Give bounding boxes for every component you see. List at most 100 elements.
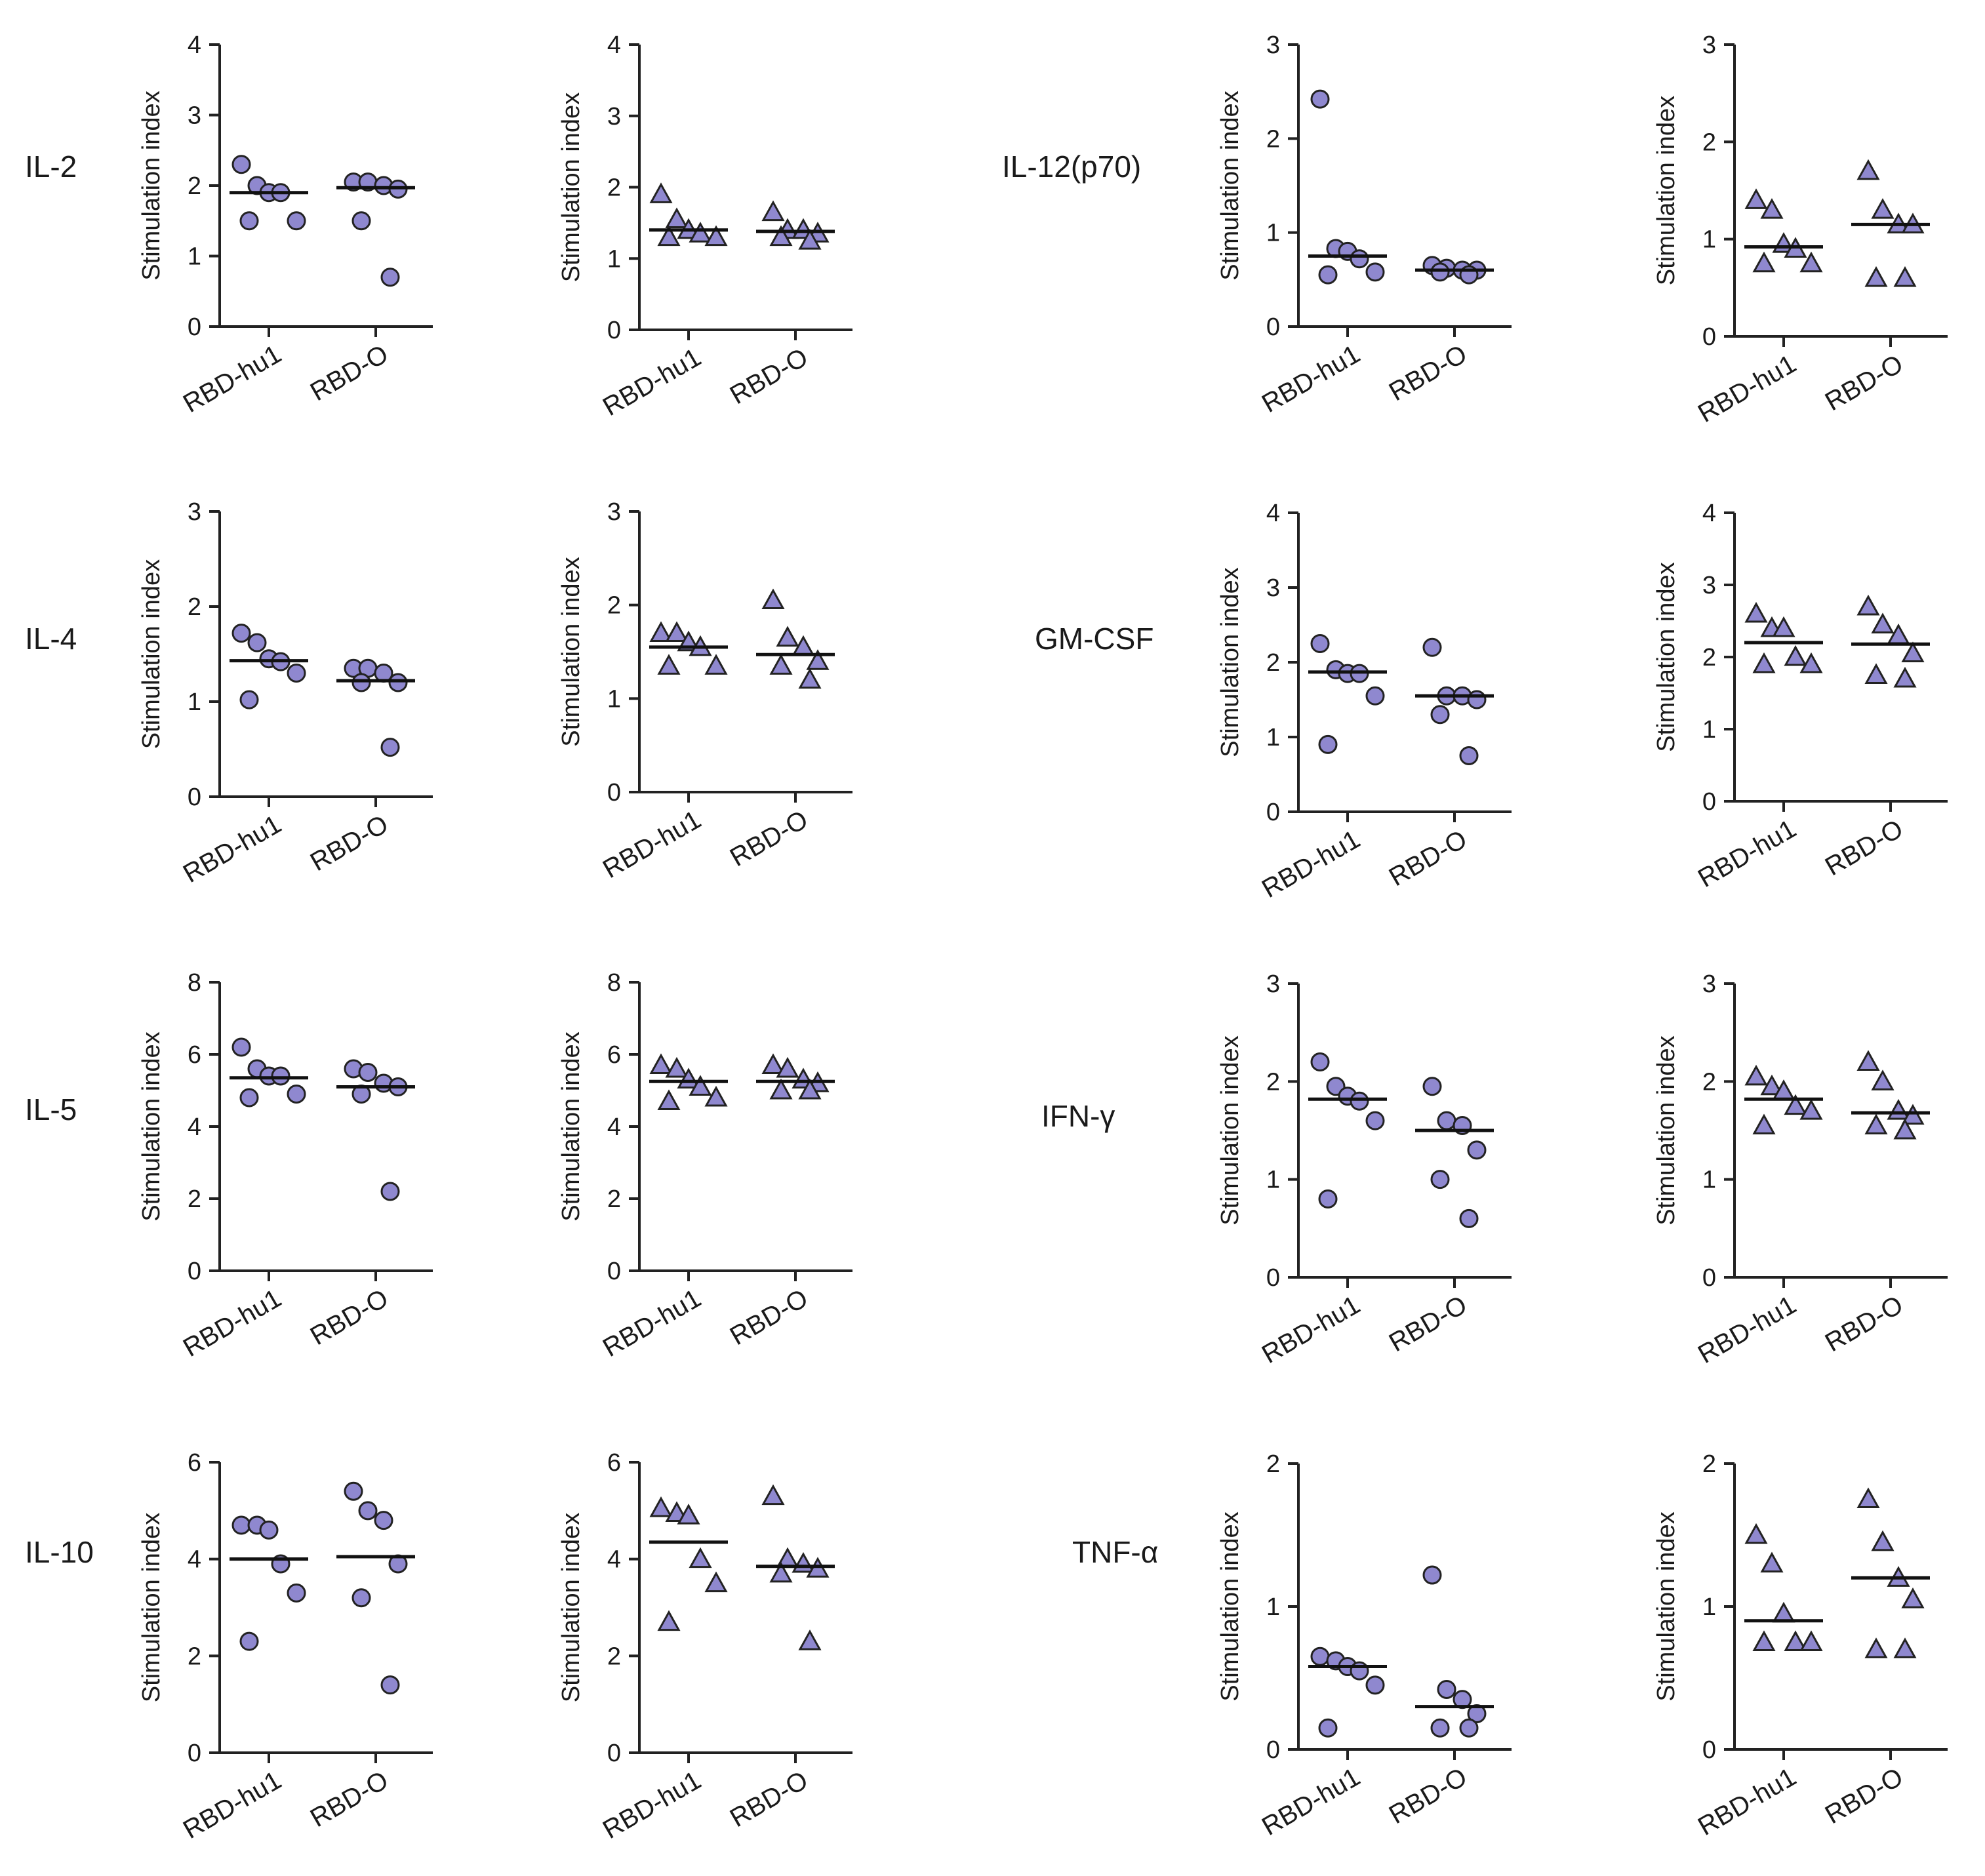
y-tick-label: 3 — [1702, 970, 1716, 998]
data-point-triangle — [1744, 188, 1768, 209]
data-point-circle — [1365, 1675, 1385, 1695]
chart-panel: 0 1 2 3 4 Stimulation index RBD-hu1 RBD-O — [557, 31, 852, 422]
chart-panel: TNF-α 0 1 2 Stimulation index RBD-hu1 RBD-O — [1072, 1450, 1512, 1841]
chart-panel: 0 1 2 3 Stimulation index RBD-hu1 RBD-O — [557, 498, 852, 884]
data-point-triangle — [1893, 1637, 1917, 1658]
data-point-circle — [1365, 686, 1385, 706]
data-point-triangle — [1784, 1094, 1807, 1115]
y-tick-label: 2 — [188, 1643, 201, 1670]
data-point-triangle — [769, 1078, 793, 1100]
y-axis-title: Stimulation index — [1653, 562, 1680, 751]
y-tick-label: 4 — [607, 1113, 621, 1141]
data-point-triangle — [704, 1571, 728, 1593]
y-axis-title: Stimulation index — [557, 1031, 585, 1221]
x-category-label: RBD-O — [725, 1284, 813, 1351]
x-category-label: RBD-hu1 — [1693, 1763, 1801, 1841]
data-point-triangle — [1752, 1113, 1776, 1135]
y-tick-label: 0 — [607, 1258, 621, 1285]
x-category-label: RBD-O — [725, 343, 813, 410]
data-point-circle — [1459, 746, 1479, 765]
data-point-triangle — [798, 228, 822, 250]
y-tick-label: 3 — [1702, 31, 1716, 59]
data-point-circle — [239, 1631, 259, 1651]
y-axis-title: Stimulation index — [557, 1513, 585, 1702]
x-category-label: RBD-O — [306, 810, 393, 877]
data-point-circle — [239, 1088, 259, 1108]
y-tick-label: 6 — [188, 1449, 201, 1477]
data-point-triangle — [769, 654, 793, 675]
y-tick-label: 6 — [607, 1449, 621, 1477]
data-point-triangle — [1871, 612, 1895, 633]
data-point-triangle — [1799, 1630, 1823, 1651]
x-category-label: RBD-hu1 — [1693, 814, 1801, 893]
data-point-circle — [239, 690, 259, 709]
y-axis-title: Stimulation index — [557, 557, 585, 746]
y-tick-label: 1 — [1702, 716, 1716, 744]
x-category-label: RBD-hu1 — [1257, 825, 1365, 904]
y-tick-label: 4 — [1702, 500, 1716, 527]
x-category-label: RBD-O — [725, 805, 813, 873]
data-point-circle — [351, 211, 371, 231]
y-tick-label: 0 — [1702, 1736, 1716, 1764]
data-point-circle — [231, 1515, 251, 1535]
data-point-triangle — [704, 225, 728, 247]
data-point-triangle — [649, 1496, 673, 1517]
data-point-triangle — [1864, 266, 1888, 287]
y-tick-label: 0 — [188, 784, 201, 811]
data-point-triangle — [1871, 1530, 1895, 1551]
data-point-triangle — [1752, 652, 1776, 673]
data-point-triangle — [1887, 1099, 1910, 1120]
data-point-triangle — [798, 1629, 822, 1650]
data-point-circle — [1430, 1718, 1450, 1738]
y-tick-label: 0 — [607, 317, 621, 344]
data-point-triangle — [677, 1504, 700, 1525]
data-point-triangle — [1864, 1113, 1888, 1135]
data-point-circle — [1422, 637, 1442, 657]
data-point-triangle — [1760, 198, 1784, 219]
x-category-label: RBD-hu1 — [178, 340, 286, 418]
y-tick-label: 2 — [1266, 1068, 1280, 1096]
data-point-circle — [380, 1675, 400, 1695]
data-point-triangle — [649, 1053, 673, 1074]
data-point-triangle — [792, 1551, 815, 1573]
data-point-circle — [1310, 1052, 1330, 1071]
y-axis-title: Stimulation index — [138, 1031, 165, 1221]
data-point-circle — [1430, 705, 1450, 725]
y-tick-label: 2 — [607, 1186, 621, 1213]
data-point-triangle — [1744, 1523, 1768, 1544]
y-tick-label: 0 — [1266, 1264, 1280, 1292]
data-point-circle — [1350, 1661, 1369, 1681]
y-axis-title: Stimulation index — [1653, 96, 1680, 285]
y-tick-label: 1 — [1266, 220, 1280, 247]
x-category-label: RBD-O — [1820, 349, 1908, 417]
data-point-triangle — [761, 588, 785, 610]
y-tick-label: 4 — [1266, 500, 1280, 527]
x-category-label: RBD-O — [306, 1766, 393, 1833]
y-tick-label: 0 — [607, 779, 621, 807]
y-tick-label: 0 — [607, 1740, 621, 1767]
data-point-triangle — [704, 654, 728, 675]
chart-panel: 0 1 2 3 4 Stimulation index RBD-hu1 RBD-O — [1653, 500, 1948, 893]
y-tick-label: 0 — [1266, 799, 1280, 826]
data-point-circle — [1310, 1646, 1330, 1666]
data-point-circle — [1467, 690, 1487, 709]
x-category-label: RBD-hu1 — [598, 343, 706, 422]
y-tick-label: 1 — [607, 245, 621, 273]
x-category-label: RBD-O — [1384, 1763, 1472, 1830]
data-point-triangle — [1901, 1104, 1925, 1125]
y-tick-label: 4 — [188, 1546, 201, 1574]
y-axis-title: Stimulation index — [1216, 1035, 1244, 1225]
y-axis-title: Stimulation index — [138, 1513, 165, 1702]
data-point-circle — [271, 1066, 291, 1086]
data-point-circle — [1437, 1679, 1456, 1699]
data-point-circle — [380, 268, 400, 287]
data-point-triangle — [1799, 652, 1823, 673]
y-tick-label: 2 — [1702, 1068, 1716, 1096]
data-point-triangle — [1901, 1587, 1925, 1608]
x-category-label: RBD-O — [306, 340, 393, 407]
x-category-label: RBD-hu1 — [1693, 1290, 1801, 1369]
chart-panel: IL-4 0 1 2 3 Stimulation index RBD-hu1 RBD-O — [25, 498, 433, 888]
y-tick-label: 2 — [1702, 1450, 1716, 1478]
y-tick-label: 1 — [1702, 226, 1716, 254]
y-tick-label: 3 — [607, 103, 621, 130]
